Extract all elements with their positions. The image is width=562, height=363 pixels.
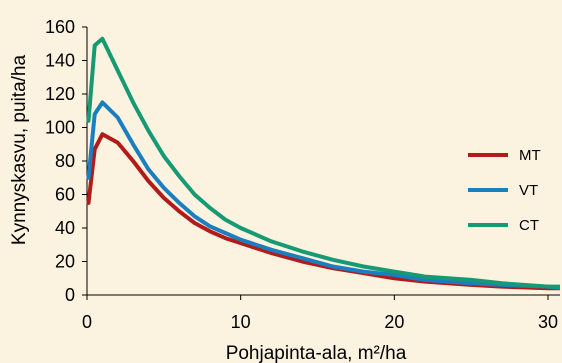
- legend: MT VT CT: [468, 147, 541, 234]
- y-tick-label: 100: [45, 118, 75, 138]
- series-line-vt: [86, 100, 560, 290]
- y-tick-label: 60: [55, 185, 75, 205]
- x-tick-label: 10: [231, 312, 251, 332]
- y-tick-label: 40: [55, 218, 75, 238]
- y-tick-label: 20: [55, 252, 75, 272]
- y-tick-label: 120: [45, 84, 75, 104]
- legend-label-vt: VT: [519, 182, 538, 199]
- y-tick-label: 0: [65, 285, 75, 305]
- legend-label-mt: MT: [519, 147, 541, 164]
- x-tick-label: 30: [538, 312, 558, 332]
- series-line-ct: [86, 36, 560, 289]
- y-tick-label: 140: [45, 51, 75, 71]
- y-axis-title: Kynnyskasvu, puita/ha: [9, 55, 30, 246]
- axes: 0 20 40 60 80 100 120 140 160 0 10 20 30: [45, 17, 560, 332]
- y-tick-label: 160: [45, 17, 75, 37]
- x-axis-title: Pohjapinta-ala, m²/ha: [226, 343, 407, 363]
- series-lines: [86, 36, 560, 291]
- x-tick-label: 0: [82, 312, 92, 332]
- x-tick-label: 20: [384, 312, 404, 332]
- y-tick-label: 80: [55, 151, 75, 171]
- legend-label-ct: CT: [519, 217, 539, 234]
